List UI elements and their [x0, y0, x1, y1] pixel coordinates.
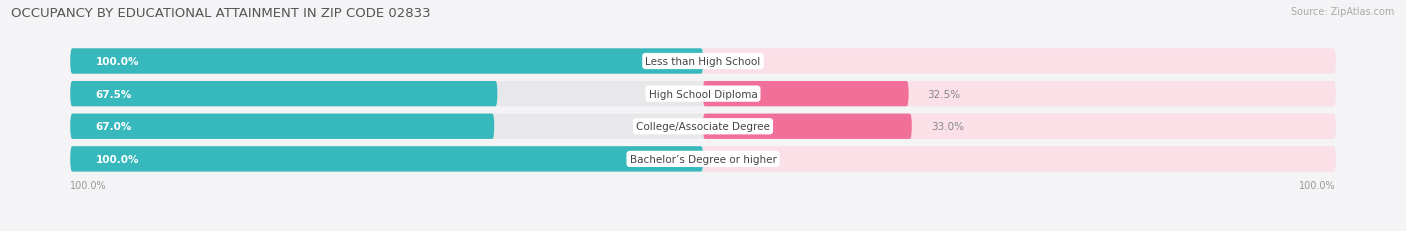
Text: 67.0%: 67.0%: [96, 122, 132, 132]
Text: Source: ZipAtlas.com: Source: ZipAtlas.com: [1291, 7, 1395, 17]
FancyBboxPatch shape: [70, 49, 1336, 74]
Text: 67.5%: 67.5%: [96, 89, 132, 99]
Text: 0.0%: 0.0%: [723, 154, 748, 164]
FancyBboxPatch shape: [70, 49, 703, 74]
FancyBboxPatch shape: [703, 49, 1336, 74]
Text: Less than High School: Less than High School: [645, 57, 761, 67]
FancyBboxPatch shape: [70, 147, 703, 172]
Text: Bachelor’s Degree or higher: Bachelor’s Degree or higher: [630, 154, 776, 164]
Text: 100.0%: 100.0%: [96, 154, 139, 164]
Text: OCCUPANCY BY EDUCATIONAL ATTAINMENT IN ZIP CODE 02833: OCCUPANCY BY EDUCATIONAL ATTAINMENT IN Z…: [11, 7, 430, 20]
FancyBboxPatch shape: [70, 114, 1336, 139]
Text: College/Associate Degree: College/Associate Degree: [636, 122, 770, 132]
FancyBboxPatch shape: [70, 82, 498, 107]
FancyBboxPatch shape: [70, 114, 495, 139]
Text: 0.0%: 0.0%: [723, 57, 748, 67]
FancyBboxPatch shape: [703, 114, 911, 139]
Text: 100.0%: 100.0%: [70, 181, 107, 191]
FancyBboxPatch shape: [70, 147, 1336, 172]
FancyBboxPatch shape: [70, 114, 495, 139]
Text: 100.0%: 100.0%: [1299, 181, 1336, 191]
FancyBboxPatch shape: [703, 82, 908, 107]
FancyBboxPatch shape: [70, 147, 703, 172]
FancyBboxPatch shape: [70, 49, 703, 74]
FancyBboxPatch shape: [70, 82, 498, 107]
FancyBboxPatch shape: [703, 114, 1336, 139]
Text: 100.0%: 100.0%: [96, 57, 139, 67]
FancyBboxPatch shape: [703, 147, 1336, 172]
Text: 32.5%: 32.5%: [928, 89, 960, 99]
FancyBboxPatch shape: [70, 82, 1336, 107]
Text: High School Diploma: High School Diploma: [648, 89, 758, 99]
FancyBboxPatch shape: [703, 82, 1336, 107]
Text: 33.0%: 33.0%: [931, 122, 963, 132]
